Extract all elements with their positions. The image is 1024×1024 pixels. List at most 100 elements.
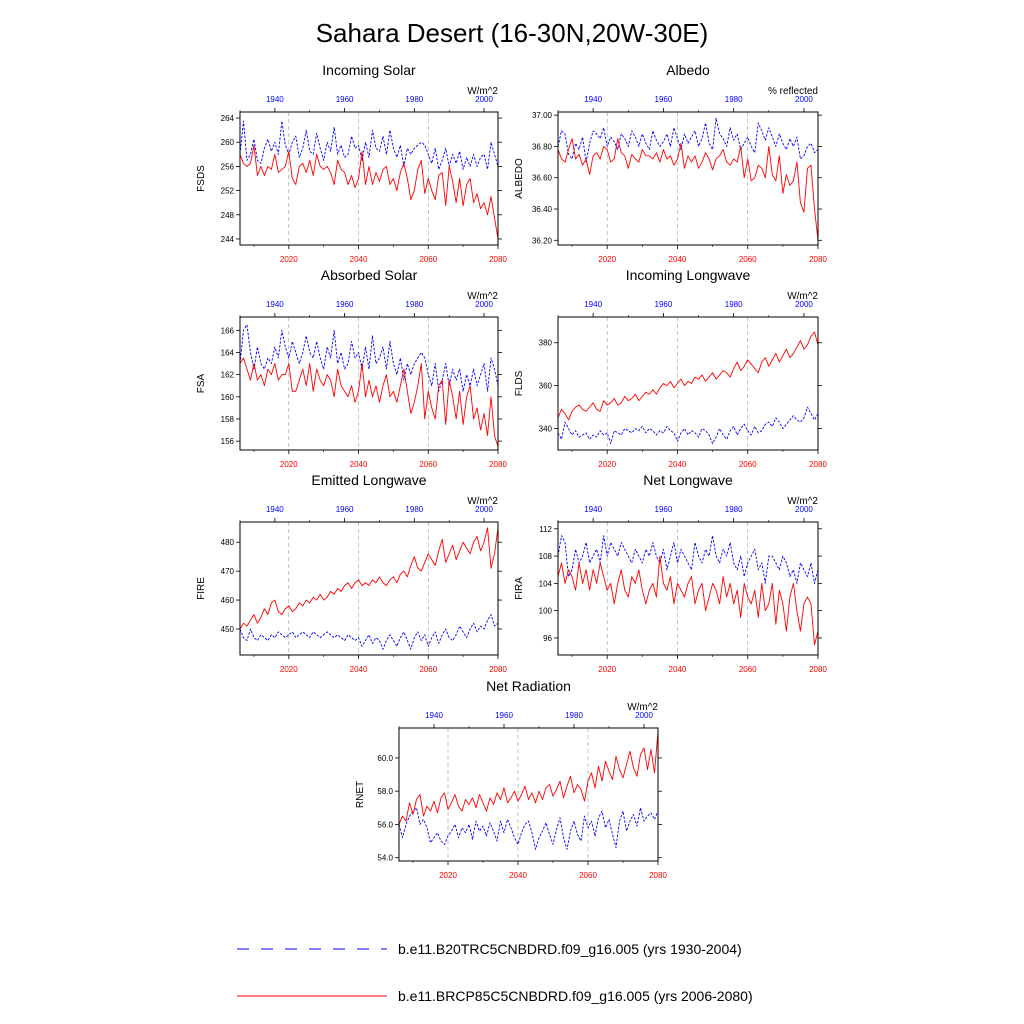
y-axis-label-absorbed-solar: FSA: [196, 373, 207, 393]
series-line-1930-2004-albedo: [557, 117, 819, 163]
y-tick-label-480: 480: [221, 538, 235, 547]
y-tick-label-36.60: 36.60: [532, 174, 553, 183]
x-tick-label-2020: 2020: [439, 871, 457, 880]
series-line-1930-2004-net-longwave: [557, 535, 819, 584]
x-tick-label-2080: 2080: [809, 460, 827, 469]
y-tick-label-158: 158: [221, 415, 235, 424]
panel-title-albedo: Albedo: [666, 62, 710, 78]
y-tick-label-360: 360: [539, 382, 553, 391]
y-axis-label-albedo: ALBEDO: [514, 158, 525, 199]
y-tick-label-260: 260: [221, 138, 235, 147]
y-tick-label-112: 112: [539, 525, 552, 534]
x-tick-label-2060: 2060: [419, 460, 437, 469]
series-line-1930-2004-net-radiation: [398, 807, 659, 850]
x-tick-label-2060: 2060: [419, 665, 437, 674]
series-line-2006-2080-net-longwave: [557, 555, 819, 646]
top-tick-label-1980: 1980: [405, 505, 423, 514]
top-tick-label-2000: 2000: [635, 711, 653, 720]
x-tick-label-2040: 2040: [350, 460, 368, 469]
series-line-1930-2004-incoming-solar: [239, 120, 499, 170]
y-tick-label-256: 256: [221, 162, 235, 171]
y-tick-label-162: 162: [221, 371, 235, 380]
plot-frame-incoming-longwave: [557, 316, 819, 451]
panel-title-emitted-longwave: Emitted Longwave: [311, 472, 426, 488]
y-tick-label-54.0: 54.0: [377, 854, 393, 863]
y-tick-label-37.00: 37.00: [532, 111, 553, 120]
top-tick-label-1960: 1960: [336, 505, 354, 514]
panel-units-net-radiation: W/m^2: [627, 702, 658, 713]
x-tick-label-2040: 2040: [669, 255, 687, 264]
y-tick-label-100: 100: [539, 607, 553, 616]
series-line-2006-2080-absorbed-solar: [239, 357, 499, 447]
panel-title-absorbed-solar: Absorbed Solar: [321, 267, 418, 283]
legend-label-2006-2080: b.e11.BRCP85C5CNBDRD.f09_g16.005 (yrs 20…: [398, 988, 753, 1004]
y-tick-label-36.20: 36.20: [532, 236, 553, 245]
top-tick-label-1960: 1960: [336, 95, 354, 104]
top-tick-label-1960: 1960: [495, 711, 513, 720]
x-tick-label-2080: 2080: [489, 460, 507, 469]
y-axis-label-incoming-solar: FSDS: [196, 165, 207, 192]
panel-albedo: Albedo % reflected ALBEDO 36.20 36.40 36.60 36…: [514, 62, 827, 264]
x-tick-label-2020: 2020: [280, 460, 298, 469]
y-tick-label-264: 264: [221, 114, 235, 123]
top-tick-label-1980: 1980: [565, 711, 583, 720]
series-line-1930-2004-incoming-longwave: [557, 406, 819, 445]
y-tick-label-164: 164: [221, 348, 235, 357]
panel-units-emitted-longwave: W/m^2: [467, 496, 498, 507]
top-tick-label-1940: 1940: [584, 95, 602, 104]
top-tick-label-1940: 1940: [584, 300, 602, 309]
y-tick-label-96: 96: [543, 634, 552, 643]
top-tick-label-1960: 1960: [336, 300, 354, 309]
figure-title: Sahara Desert (16-30N,20W-30E): [316, 18, 709, 48]
y-tick-label-36.80: 36.80: [532, 142, 553, 151]
x-tick-label-2040: 2040: [669, 460, 687, 469]
y-tick-label-248: 248: [221, 211, 235, 220]
y-axis-label-incoming-longwave: FLDS: [514, 370, 525, 396]
panel-absorbed-solar: Absorbed Solar W/m^2 FSA 156 158 160 162 164 166…: [196, 267, 507, 469]
panel-title-incoming-solar: Incoming Solar: [322, 62, 416, 78]
y-tick-label-104: 104: [539, 579, 553, 588]
plot-frame-incoming-solar: [239, 111, 499, 246]
y-tick-label-470: 470: [221, 567, 235, 576]
y-tick-label-450: 450: [221, 625, 235, 634]
panel-incoming-longwave: Incoming Longwave W/m^2 FLDS 340 360 380 2020 2…: [514, 267, 827, 469]
legend: b.e11.B20TRC5CNBDRD.f09_g16.005 (yrs 193…: [237, 941, 753, 1004]
panel-units-net-longwave: W/m^2: [787, 496, 818, 507]
panel-net-longwave: Net Longwave W/m^2 FIRA 96 100 104 108 112 2020 2…: [514, 472, 827, 674]
x-tick-label-2040: 2040: [350, 665, 368, 674]
top-tick-label-2000: 2000: [475, 300, 493, 309]
plot-frame-absorbed-solar: [239, 316, 499, 451]
plot-frame-emitted-longwave: [239, 521, 499, 656]
series-line-2006-2080-incoming-solar: [239, 144, 499, 240]
x-tick-label-2080: 2080: [809, 255, 827, 264]
panel-title-net-longwave: Net Longwave: [643, 472, 733, 488]
y-tick-label-166: 166: [221, 326, 235, 335]
top-tick-label-1940: 1940: [584, 505, 602, 514]
x-tick-label-2080: 2080: [809, 665, 827, 674]
top-tick-label-1980: 1980: [405, 300, 423, 309]
series-line-1930-2004-emitted-longwave: [239, 614, 499, 650]
y-tick-label-156: 156: [221, 437, 235, 446]
plot-frame-albedo: [557, 111, 819, 246]
top-tick-label-2000: 2000: [475, 505, 493, 514]
panel-title-incoming-longwave: Incoming Longwave: [626, 267, 751, 283]
top-tick-label-2000: 2000: [475, 95, 493, 104]
x-tick-label-2020: 2020: [598, 460, 616, 469]
y-tick-label-56.0: 56.0: [377, 820, 393, 829]
y-tick-label-460: 460: [221, 596, 235, 605]
panels-group: Incoming Solar W/m^2 FSDS 244 248 252 256 260 26…: [196, 62, 827, 880]
top-tick-label-2000: 2000: [795, 300, 813, 309]
panel-units-albedo: % reflected: [768, 86, 818, 97]
x-tick-label-2040: 2040: [509, 871, 527, 880]
top-tick-label-1960: 1960: [655, 505, 673, 514]
y-tick-label-380: 380: [539, 339, 553, 348]
top-tick-label-1940: 1940: [266, 505, 284, 514]
y-axis-label-net-radiation: RNET: [355, 781, 366, 808]
plot-frame-net-radiation: [398, 727, 659, 862]
panel-emitted-longwave: Emitted Longwave W/m^2 FIRE 450 460 470 480 202…: [196, 472, 507, 674]
top-tick-label-1960: 1960: [655, 300, 673, 309]
y-tick-label-340: 340: [539, 425, 553, 434]
x-tick-label-2040: 2040: [669, 665, 687, 674]
series-line-1930-2004-absorbed-solar: [239, 324, 499, 392]
